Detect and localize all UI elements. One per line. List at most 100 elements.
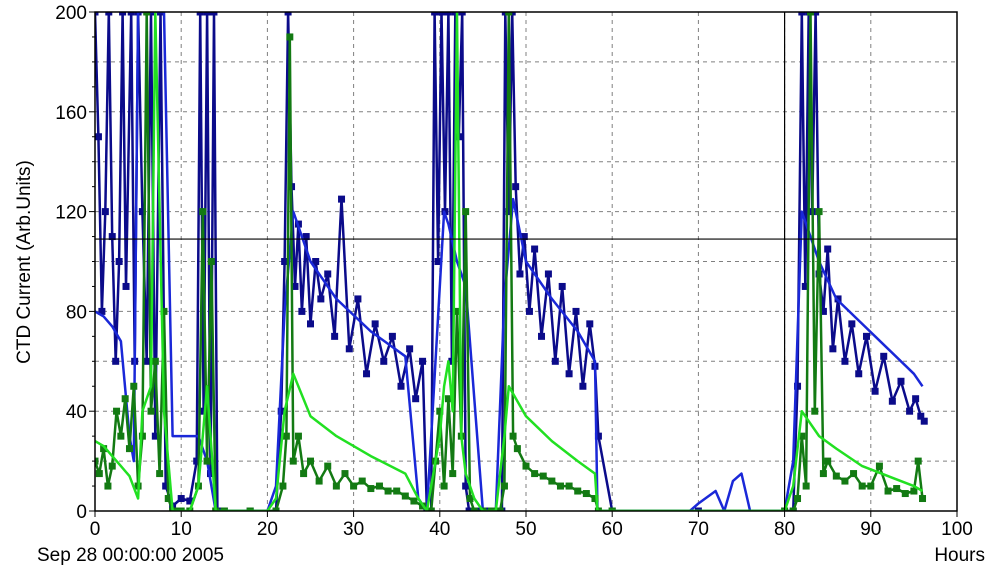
data-point	[350, 482, 358, 490]
data-point	[147, 12, 155, 16]
data-point	[332, 482, 340, 490]
data-point	[438, 12, 446, 16]
data-point	[594, 432, 602, 440]
data-point	[113, 407, 121, 415]
data-point	[496, 507, 504, 511]
data-point	[345, 345, 353, 353]
data-point	[462, 208, 470, 216]
data-point	[312, 258, 320, 265]
data-point	[388, 332, 396, 340]
data-point	[193, 457, 201, 465]
data-point	[819, 307, 827, 315]
data-point	[380, 357, 388, 365]
data-point	[910, 487, 918, 495]
data-point	[338, 195, 346, 203]
data-point	[157, 12, 165, 16]
data-point	[806, 12, 814, 16]
data-point	[406, 345, 414, 353]
x-tick-label: 80	[774, 519, 795, 540]
data-point	[841, 357, 849, 365]
data-point	[281, 258, 289, 265]
data-point	[119, 12, 127, 16]
data-point	[121, 395, 129, 403]
data-point	[449, 470, 457, 478]
data-point	[246, 507, 254, 511]
data-point	[431, 12, 439, 16]
data-point	[363, 370, 371, 378]
data-point	[801, 282, 809, 290]
data-point	[286, 33, 294, 41]
y-tick-label: 0	[76, 502, 87, 523]
data-point	[509, 432, 517, 440]
data-point	[203, 12, 211, 16]
data-point	[558, 282, 566, 290]
data-point	[277, 407, 285, 415]
data-point	[317, 295, 325, 303]
data-point	[410, 497, 418, 505]
data-point	[888, 397, 896, 405]
data-point	[470, 507, 478, 511]
data-point	[466, 495, 474, 503]
data-point	[397, 382, 405, 390]
data-point	[384, 487, 392, 495]
data-point	[832, 472, 840, 480]
data-point	[919, 495, 927, 503]
data-point	[151, 432, 159, 440]
data-point	[513, 445, 521, 453]
data-point	[531, 470, 539, 478]
data-point	[867, 482, 875, 490]
x-tick-label: 70	[688, 519, 709, 540]
data-point	[108, 233, 116, 241]
data-point	[177, 495, 185, 503]
data-point	[608, 507, 616, 511]
data-point	[367, 485, 375, 493]
data-point	[539, 472, 547, 480]
y-tick-label: 80	[66, 302, 87, 323]
data-point	[520, 233, 528, 241]
x-tick-label: 0	[90, 519, 101, 540]
data-point	[875, 462, 883, 470]
data-point	[177, 507, 185, 511]
data-point	[284, 12, 292, 16]
data-point	[829, 345, 837, 353]
data-point	[451, 12, 459, 16]
data-point	[512, 183, 520, 191]
data-point	[855, 370, 863, 378]
data-point	[298, 307, 306, 315]
data-point	[488, 507, 496, 511]
data-point	[108, 462, 116, 470]
data-point	[453, 307, 461, 315]
x-axis-origin-label: Sep 28 00:00:00 2005	[37, 545, 224, 566]
data-point	[906, 407, 914, 415]
data-point	[850, 470, 858, 478]
data-point	[579, 382, 587, 390]
data-point	[122, 282, 130, 290]
x-tick-label: 100	[941, 519, 973, 540]
data-point	[302, 233, 310, 241]
data-point	[815, 208, 823, 216]
data-point	[307, 320, 314, 328]
data-point	[440, 482, 448, 490]
data-point	[824, 245, 832, 253]
data-point	[282, 432, 290, 440]
data-point	[565, 482, 573, 490]
data-point	[794, 382, 802, 390]
data-point	[798, 432, 806, 440]
data-point	[151, 357, 159, 365]
data-point	[324, 462, 332, 470]
data-point	[127, 12, 135, 16]
data-point	[98, 307, 106, 315]
x-tick-label: 20	[257, 519, 278, 540]
data-point	[789, 507, 797, 511]
data-point	[516, 270, 524, 278]
data-point	[210, 12, 218, 16]
data-point	[117, 432, 125, 440]
data-point	[101, 208, 109, 216]
x-tick-label: 90	[860, 519, 881, 540]
y-tick-label: 200	[55, 3, 87, 24]
x-tick-label: 40	[429, 519, 450, 540]
y-tick-label: 120	[55, 203, 87, 224]
data-point	[354, 295, 362, 303]
data-point	[538, 332, 546, 340]
